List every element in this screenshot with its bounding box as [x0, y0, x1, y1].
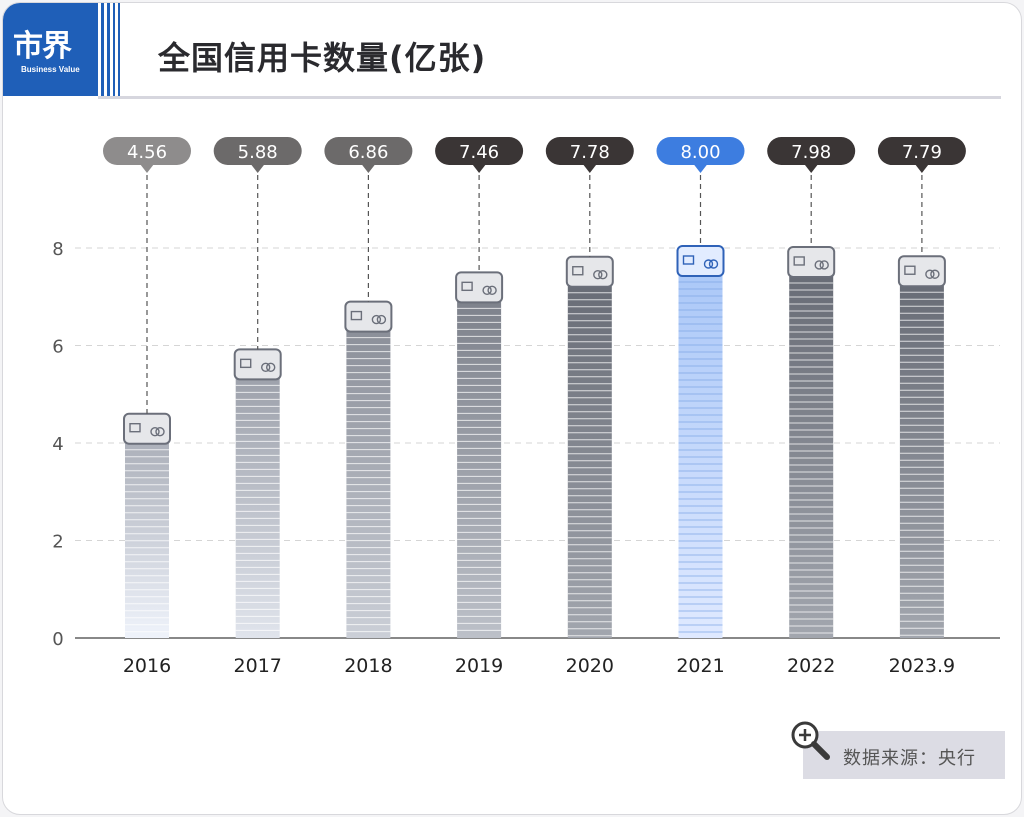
card-logo-icon: [371, 314, 382, 325]
source-text: 数据来源：央行: [843, 748, 976, 769]
card-chip-icon: [572, 266, 584, 276]
logo: 市界 Business Value: [3, 3, 98, 96]
logo-text: 市界: [13, 29, 72, 64]
card-logo-icon: [598, 270, 608, 280]
bar: [457, 274, 502, 638]
card-logo-icon: [261, 362, 271, 373]
value-label: 4.56: [127, 142, 167, 163]
logo-stripe: [107, 3, 110, 96]
chart-title: 全国信用卡数量(亿张): [158, 39, 487, 77]
value-pill: [213, 137, 302, 165]
card-chip-icon: [461, 281, 473, 292]
card-logo-icon: [819, 260, 829, 270]
value-pill-pointer: [914, 164, 929, 173]
logo-stripe: [101, 3, 104, 96]
card-cap: [787, 245, 836, 278]
card-logo-icon: [376, 314, 387, 325]
bar: [899, 258, 944, 638]
x-tick-label: 2023.9: [889, 655, 955, 677]
y-tick-label: 4: [52, 434, 63, 455]
value-label: 8.00: [680, 142, 720, 163]
x-tick-label: 2022: [787, 655, 835, 677]
card-logo-icon: [487, 285, 497, 296]
value-pill-pointer: [250, 164, 265, 173]
y-tick-label: 6: [52, 337, 63, 358]
card-logo-icon: [708, 259, 719, 269]
bar: [567, 258, 612, 638]
x-tick-label: 2020: [566, 655, 614, 677]
card-logo-icon: [593, 270, 603, 280]
value-label: 5.88: [238, 142, 278, 163]
card-chip-icon: [239, 358, 252, 369]
source-box: 数据来源：央行: [803, 731, 1005, 779]
magnifier-icon: [791, 721, 830, 760]
value-pill: [656, 137, 745, 165]
card-logo-icon: [814, 260, 824, 270]
logo-subtext: Business Value: [21, 65, 80, 74]
value-pill: [324, 137, 413, 165]
card-logo-icon: [266, 362, 276, 373]
x-tick-label: 2019: [455, 655, 503, 677]
card-chip-icon: [793, 256, 805, 266]
value-pill-pointer: [693, 164, 708, 173]
card-logo-icon: [930, 269, 940, 279]
value-pill: [103, 137, 191, 165]
value-pill: [545, 137, 634, 165]
card-chip-icon: [904, 265, 916, 275]
value-label: 6.86: [348, 142, 388, 163]
card-logo-icon: [482, 285, 492, 296]
x-tick-label: 2021: [676, 655, 724, 677]
card-logo-icon: [703, 259, 714, 269]
value-pill-pointer: [140, 164, 154, 173]
logo-stripe: [118, 3, 120, 96]
value-pill-pointer: [361, 164, 376, 173]
card-logo-icon: [155, 427, 165, 437]
logo-stripe: [113, 3, 115, 96]
card-chip-icon: [350, 310, 363, 321]
card-logo-icon: [150, 427, 160, 437]
x-tick-label: 2018: [344, 655, 392, 677]
value-label: 7.79: [902, 142, 942, 163]
y-tick-label: 8: [52, 239, 63, 260]
x-tick-label: 2016: [123, 655, 171, 677]
card-chip-icon: [682, 255, 695, 265]
value-pill-pointer: [472, 164, 487, 173]
value-pill: [877, 137, 966, 165]
card-cap: [455, 271, 504, 304]
header-divider: [98, 96, 1001, 99]
card-chip-icon: [129, 423, 141, 433]
value-pill-pointer: [582, 164, 597, 173]
x-tick-label: 2017: [234, 655, 282, 677]
card-logo-icon: [925, 269, 935, 279]
value-label: 7.46: [459, 142, 499, 163]
value-pill: [767, 137, 856, 165]
y-tick-label: 0: [52, 629, 63, 650]
y-tick-label: 2: [52, 532, 63, 553]
value-pill-pointer: [804, 164, 819, 173]
value-pill: [435, 137, 524, 165]
value-label: 7.78: [570, 142, 610, 163]
value-label: 7.98: [791, 142, 831, 163]
card-cap: [676, 245, 725, 277]
